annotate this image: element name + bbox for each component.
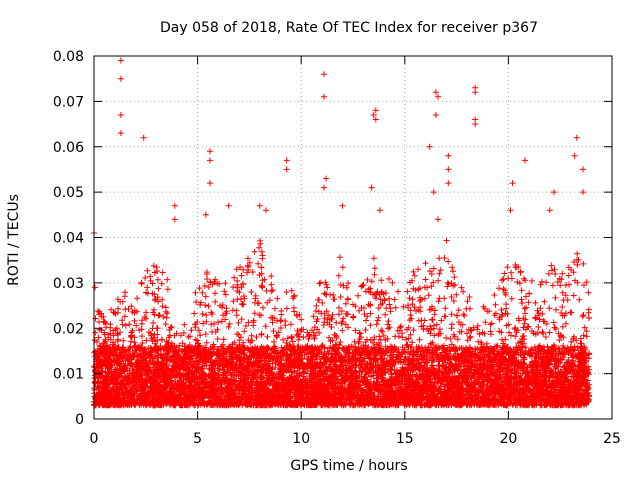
y-tick-label: 0.03 (53, 276, 84, 292)
y-tick-label: 0.01 (53, 367, 84, 383)
roti-points (91, 57, 593, 409)
x-tick-label: 5 (193, 431, 202, 447)
y-tick-label: 0.06 (53, 140, 84, 156)
x-tick-label: 10 (292, 431, 310, 447)
y-tick-label: 0.02 (53, 321, 84, 337)
x-tick-label: 20 (499, 431, 517, 447)
x-tick-label: 0 (90, 431, 99, 447)
x-tick-label: 15 (396, 431, 414, 447)
y-tick-label: 0 (75, 412, 84, 428)
y-tick-label: 0.07 (53, 94, 84, 110)
y-tick-label: 0.04 (53, 231, 84, 247)
grid (94, 56, 612, 419)
x-tick-label: 25 (603, 431, 621, 447)
x-axis-label: GPS time / hours (290, 458, 407, 474)
chart-title: Day 058 of 2018, Rate Of TEC Index for r… (160, 20, 538, 36)
axis-ticks: 0 0.01 0.02 0.03 0.04 0.05 0.06 0.07 0.08 0 5 10 15 2… (53, 49, 621, 447)
y-tick-label: 0.05 (53, 185, 84, 201)
y-axis-label: ROTI / TECUs (6, 194, 22, 286)
y-tick-label: 0.08 (53, 49, 84, 65)
data-points (91, 57, 593, 409)
